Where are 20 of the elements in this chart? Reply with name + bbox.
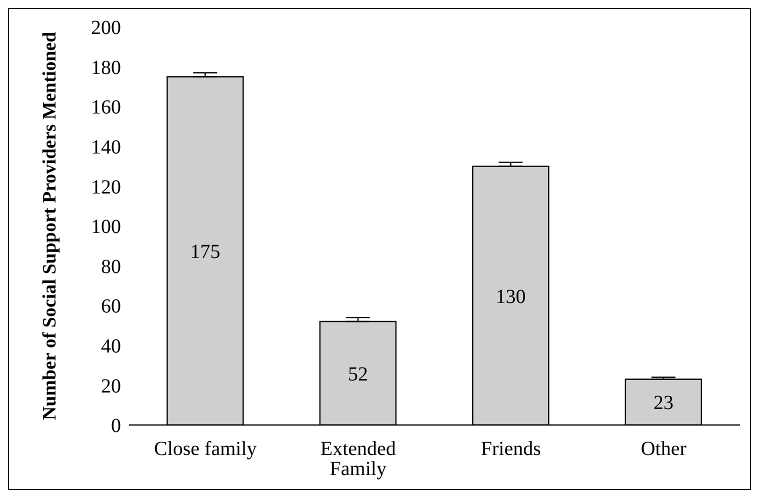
x-tick-label: Extended Family [320,438,396,480]
y-tick-label: 0 [111,415,121,438]
x-tick-label: Other [640,438,687,460]
data-label: 175 [190,240,220,263]
data-label: 52 [348,363,368,386]
y-axis-title: Number of Social Support Providers Mentioned [40,31,61,420]
y-tick-label: 160 [91,96,121,119]
y-tick-label: 140 [91,136,121,158]
y-tick-label: 40 [101,336,121,358]
x-tick-label: Friends [480,438,542,460]
y-tick-label: 20 [101,375,121,398]
y-tick-label: 80 [101,256,121,278]
y-tick-label: 60 [101,296,121,318]
data-label: 130 [496,286,526,308]
y-tick-label: 180 [91,56,121,79]
y-tick-label: 200 [91,17,121,40]
y-tick-label: 100 [91,216,121,238]
y-tick-label: 120 [91,176,121,198]
data-label: 23 [653,392,674,414]
x-tick-label: Close family [154,438,257,460]
